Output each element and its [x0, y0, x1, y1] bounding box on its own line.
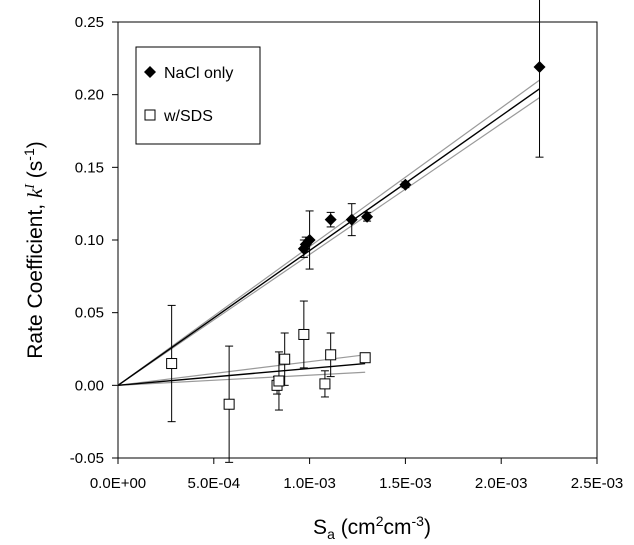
- y-tick-label: 0.10: [75, 232, 104, 249]
- data-point-w-sds: [319, 378, 331, 390]
- x-tick-label: 2.0E-03: [475, 475, 528, 492]
- fit-line-w-sds: [117, 362, 366, 387]
- confidence-line-nacl-only: [117, 79, 540, 386]
- data-point-w-sds: [279, 353, 291, 365]
- x-tick-label: 1.5E-03: [379, 475, 432, 492]
- data-point-nacl-only: [345, 213, 358, 226]
- confidence-line-w-sds: [117, 371, 366, 386]
- data-point-nacl-only: [361, 210, 374, 223]
- x-axis-label: Sa (cm2cm-3): [313, 513, 431, 542]
- data-point-nacl-only: [533, 61, 546, 74]
- legend-label-nacl-only: NaCl only: [164, 65, 233, 82]
- y-axis-label: Rate Coefficient, kI (s-1): [21, 141, 47, 358]
- x-tick-label: 1.0E-03: [283, 475, 336, 492]
- x-tick-label: 2.5E-03: [571, 475, 624, 492]
- data-point-nacl-only: [303, 234, 316, 246]
- data-point-nacl-only: [324, 213, 337, 226]
- data-point-w-sds: [298, 328, 310, 340]
- confidence-line-nacl-only: [117, 97, 540, 386]
- data-point-w-sds: [273, 375, 285, 387]
- data-point-nacl-only: [399, 178, 412, 191]
- y-tick-label: 0.00: [75, 377, 104, 394]
- data-point-w-sds: [166, 358, 178, 370]
- confidence-line-w-sds: [117, 354, 366, 386]
- y-tick-label: 0.05: [75, 305, 104, 322]
- y-tick-label: 0.15: [75, 159, 104, 176]
- data-point-w-sds: [359, 352, 371, 364]
- x-tick-label: 0.0E+00: [90, 475, 146, 492]
- fit-line-nacl-only: [117, 88, 540, 386]
- y-tick-label: -0.05: [70, 450, 104, 467]
- legend-marker-nacl-only: [144, 66, 156, 78]
- legend-marker-w-sds: [144, 109, 156, 121]
- x-tick-label: 5.0E-04: [188, 475, 241, 492]
- legend: NaCl only w/SDS: [135, 46, 261, 145]
- legend-label-w-sds: w/SDS: [163, 108, 213, 125]
- data-point-w-sds: [325, 349, 337, 361]
- y-tick-label: 0.25: [75, 14, 104, 31]
- y-tick-label: 0.20: [75, 87, 104, 104]
- legend-box: [135, 46, 261, 145]
- data-point-w-sds: [223, 398, 235, 410]
